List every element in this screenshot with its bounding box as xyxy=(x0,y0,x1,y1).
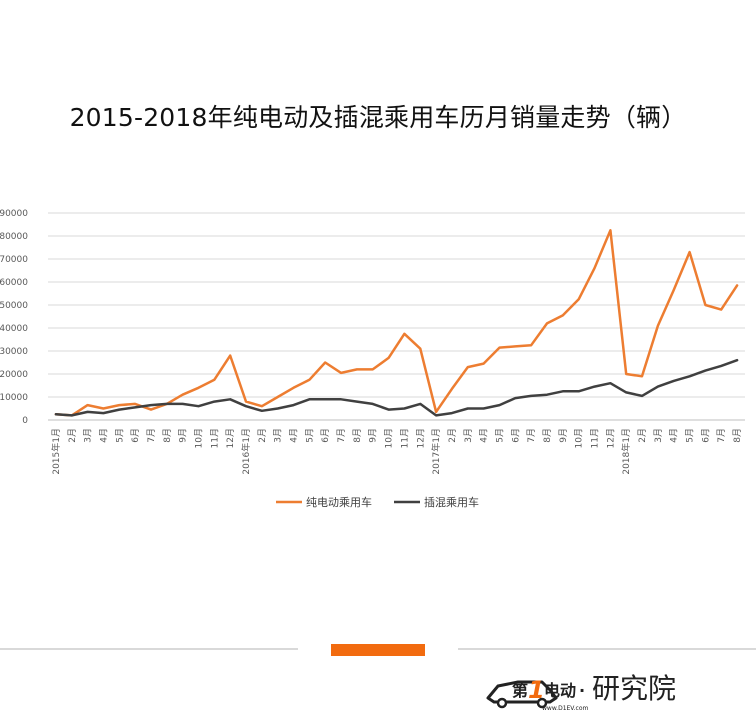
y-tick-label: 30000 xyxy=(0,347,28,357)
x-tick-label: 2018年1月 xyxy=(620,428,632,475)
x-tick-label: 2月 xyxy=(637,428,648,443)
d1ev-logo: 第 1 电动 · 研究院 www.D1EV.com xyxy=(486,672,676,712)
svg-text:研究院: 研究院 xyxy=(592,672,676,705)
y-tick-label: 70000 xyxy=(0,255,28,265)
y-tick-label: 10000 xyxy=(0,393,28,403)
x-axis-ticks: 2015年1月 2月 3月 4月 5月 6月 7月 8月 9月 10月 11月 12月 2016年1月 2… xyxy=(50,428,743,475)
x-tick-label: 3月 xyxy=(463,428,474,443)
x-tick-label: 2月 xyxy=(257,428,268,443)
y-tick-label: 80000 xyxy=(0,232,28,242)
y-axis-ticks: 0 10000 20000 30000 40000 50000 60000 70000 8000… xyxy=(0,209,28,426)
y-tick-label: 40000 xyxy=(0,324,28,334)
x-tick-label: 8月 xyxy=(542,428,553,443)
x-tick-label: 2月 xyxy=(447,428,458,443)
x-tick-label: 10月 xyxy=(574,428,585,448)
x-tick-label: 8月 xyxy=(732,428,743,443)
x-tick-label: 9月 xyxy=(368,428,379,443)
x-tick-label: 3月 xyxy=(83,428,94,443)
x-tick-label: 4月 xyxy=(98,428,109,443)
footer-accent-bar xyxy=(331,644,425,656)
y-tick-label: 0 xyxy=(22,416,28,426)
x-tick-label: 6月 xyxy=(700,428,711,443)
y-tick-label: 50000 xyxy=(0,301,28,311)
x-tick-label: 7月 xyxy=(146,428,157,443)
x-tick-label: 11月 xyxy=(209,428,220,448)
x-tick-label: 11月 xyxy=(590,428,601,448)
x-tick-label: 4月 xyxy=(669,428,680,443)
footer-divider-right xyxy=(458,648,756,650)
x-tick-label: 3月 xyxy=(653,428,664,443)
x-tick-label: 2017年1月 xyxy=(430,428,442,475)
line-chart: 0 10000 20000 30000 40000 50000 60000 70000 8000… xyxy=(0,209,745,509)
x-tick-label: 10月 xyxy=(384,428,395,448)
footer-divider-left xyxy=(0,648,298,650)
svg-text:电动: 电动 xyxy=(544,681,576,700)
x-tick-label: 8月 xyxy=(352,428,363,443)
x-tick-label: 5月 xyxy=(304,428,315,443)
x-tick-label: 6月 xyxy=(510,428,521,443)
x-tick-label: 9月 xyxy=(558,428,569,443)
y-tick-label: 90000 xyxy=(0,209,28,219)
x-tick-label: 10月 xyxy=(193,428,204,448)
x-tick-label: 5月 xyxy=(494,428,505,443)
x-tick-label: 6月 xyxy=(130,428,141,443)
x-tick-label: 4月 xyxy=(289,428,300,443)
x-tick-label: 7月 xyxy=(336,428,347,443)
x-tick-label: 2月 xyxy=(67,428,78,443)
x-tick-label: 9月 xyxy=(178,428,189,443)
x-tick-label: 3月 xyxy=(273,428,284,443)
x-tick-label: 2015年1月 xyxy=(50,428,62,475)
x-tick-label: 4月 xyxy=(479,428,490,443)
x-tick-label: 7月 xyxy=(526,428,537,443)
x-tick-label: 2016年1月 xyxy=(240,428,252,475)
chart-title: 2015-2018年纯电动及插混乘用车历月销量走势（辆） xyxy=(69,103,687,132)
series-lines xyxy=(54,229,739,417)
svg-text:1: 1 xyxy=(528,676,545,704)
y-tick-label: 60000 xyxy=(0,278,28,288)
series-line-1 xyxy=(54,358,739,417)
series-line-0 xyxy=(54,229,739,417)
x-tick-label: 6月 xyxy=(320,428,331,443)
y-tick-label: 20000 xyxy=(0,370,28,380)
x-tick-label: 8月 xyxy=(162,428,173,443)
svg-text:·: · xyxy=(579,681,585,700)
x-tick-label: 12月 xyxy=(225,428,236,448)
x-tick-label: 5月 xyxy=(114,428,125,443)
legend-label: 插混乘用车 xyxy=(424,495,479,509)
x-tick-label: 11月 xyxy=(399,428,410,448)
legend: 纯电动乘用车 插混乘用车 xyxy=(276,495,479,509)
x-tick-label: 7月 xyxy=(716,428,727,443)
grid-lines xyxy=(48,212,745,421)
x-tick-label: 12月 xyxy=(605,428,616,448)
legend-label: 纯电动乘用车 xyxy=(306,495,372,509)
x-tick-label: 5月 xyxy=(685,428,696,443)
svg-text:www.D1EV.com: www.D1EV.com xyxy=(542,705,589,712)
svg-text:第: 第 xyxy=(512,681,528,700)
x-tick-label: 12月 xyxy=(415,428,426,448)
